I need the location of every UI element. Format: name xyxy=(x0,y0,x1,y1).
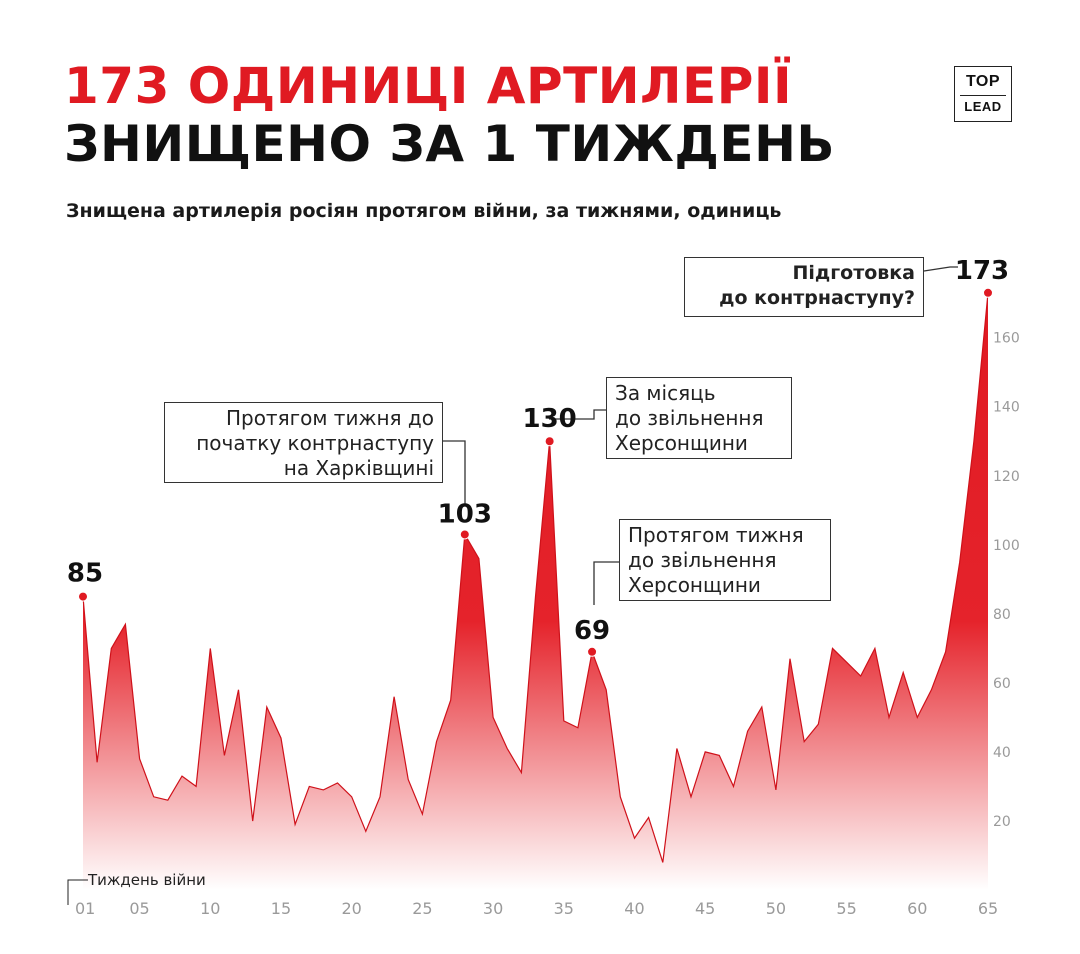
data-value-label: 85 xyxy=(67,559,103,589)
annotation-kherson-month: За місяць до звільнення Херсонщини xyxy=(606,377,792,459)
x-tick-label: 35 xyxy=(554,899,574,918)
leader-kherson-week xyxy=(593,561,619,605)
leader-kherson-month xyxy=(549,409,606,420)
y-tick-label: 60 xyxy=(993,676,1011,692)
x-tick-label: 65 xyxy=(978,899,998,918)
highlight-point xyxy=(544,436,555,447)
x-tick-label: 55 xyxy=(836,899,856,918)
y-tick-label: 100 xyxy=(993,538,1020,554)
x-tick-label: 01 xyxy=(75,899,95,918)
logo-top-text: TOP xyxy=(965,73,1001,90)
x-tick-label: 10 xyxy=(200,899,220,918)
highlight-point xyxy=(587,646,598,657)
data-value-label: 130 xyxy=(523,404,577,434)
title-line-1: 173 ОДИНИЦІ АРТИЛЕРІЇ xyxy=(64,57,793,115)
x-tick-label: 05 xyxy=(129,899,149,918)
annotation-counteroffensive: Підготовка до контрнаступу? xyxy=(684,257,924,317)
y-tick-label: 40 xyxy=(993,745,1011,761)
x-tick-label: 45 xyxy=(695,899,715,918)
x-tick-label: 50 xyxy=(766,899,786,918)
leader-counteroffensive xyxy=(923,266,958,272)
series-line xyxy=(82,292,989,863)
highlight-point xyxy=(78,591,88,602)
chart-subtitle: Знищена артилерія росіян протягом війни,… xyxy=(66,200,782,222)
leader-kharkiv xyxy=(443,440,466,504)
x-tick-label: 15 xyxy=(271,899,291,918)
y-tick-label: 80 xyxy=(993,607,1011,623)
toplead-logo: TOP LEAD xyxy=(954,66,1012,122)
x-axis-title-bracket xyxy=(67,879,88,905)
annotation-kherson-week: Протягом тижня до звільнення Херсонщини xyxy=(619,519,831,601)
highlight-point xyxy=(983,287,993,298)
data-value-label: 103 xyxy=(438,499,492,529)
logo-divider xyxy=(960,95,1006,96)
annotation-kharkiv: Протягом тижня до початку контрнаступу н… xyxy=(164,402,443,483)
data-value-label: 173 xyxy=(955,256,1009,286)
y-tick-label: 140 xyxy=(993,400,1020,416)
x-tick-label: 40 xyxy=(624,899,644,918)
title-line-2: ЗНИЩЕНО ЗА 1 ТИЖДЕНЬ xyxy=(64,115,836,173)
y-tick-label: 20 xyxy=(993,814,1011,830)
logo-bottom-text: LEAD xyxy=(964,99,1002,114)
y-tick-label: 160 xyxy=(993,331,1020,347)
x-tick-label: 20 xyxy=(341,899,361,918)
y-tick-label: 120 xyxy=(993,469,1020,485)
x-tick-label: 30 xyxy=(483,899,503,918)
data-value-label: 69 xyxy=(574,616,610,646)
highlight-point xyxy=(459,529,470,540)
series-area xyxy=(83,292,988,890)
x-tick-label: 60 xyxy=(907,899,927,918)
x-tick-label: 25 xyxy=(412,899,432,918)
x-axis-title: Тиждень війни xyxy=(87,871,206,889)
